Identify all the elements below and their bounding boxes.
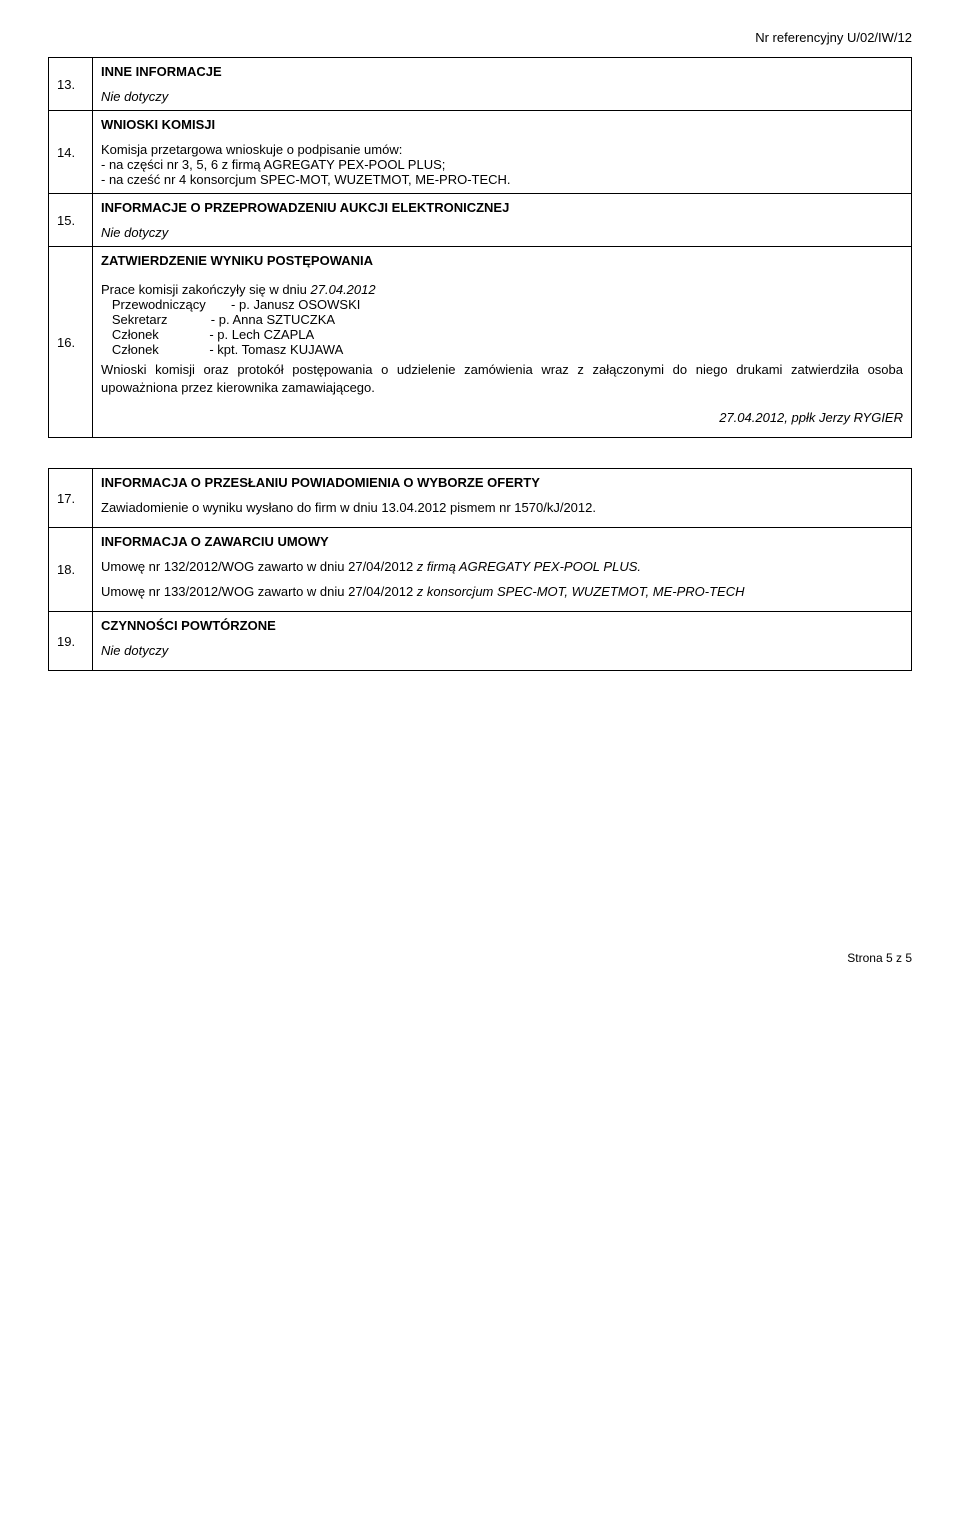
table-row: 16. ZATWIERDZENIE WYNIKU POSTĘPOWANIA Pr… — [49, 247, 912, 438]
committee-member: Przewodniczący - p. Janusz OSOWSKI — [101, 297, 903, 312]
row-content: INFORMACJA O PRZESŁANIU POWIADOMIENIA O … — [93, 469, 912, 528]
table-row: 14. WNIOSKI KOMISJI Komisja przetargowa … — [49, 111, 912, 194]
section-heading: ZATWIERDZENIE WYNIKU POSTĘPOWANIA — [101, 253, 903, 268]
row-content: INNE INFORMACJE Nie dotyczy — [93, 58, 912, 111]
row-content: CZYNNOŚCI POWTÓRZONE Nie dotyczy — [93, 612, 912, 671]
row-number: 13. — [49, 58, 93, 111]
section-body: Zawiadomienie o wyniku wysłano do firm w… — [101, 500, 903, 515]
table-row: 18. INFORMACJA O ZAWARCIU UMOWY Umowę nr… — [49, 528, 912, 612]
row-number: 17. — [49, 469, 93, 528]
section-body: Nie dotyczy — [101, 89, 903, 104]
contract-line: Umowę nr 132/2012/WOG zawarto w dniu 27/… — [101, 559, 903, 574]
section-heading: CZYNNOŚCI POWTÓRZONE — [101, 618, 903, 633]
document-table-2: 17. INFORMACJA O PRZESŁANIU POWIADOMIENI… — [48, 468, 912, 671]
list-item: - na cześć nr 4 konsorcjum SPEC-MOT, WUZ… — [101, 172, 903, 187]
row-content: WNIOSKI KOMISJI Komisja przetargowa wnio… — [93, 111, 912, 194]
page-footer: Strona 5 z 5 — [48, 951, 912, 965]
row-content: INFORMACJE O PRZEPROWADZENIU AUKCJI ELEK… — [93, 194, 912, 247]
section-body: Nie dotyczy — [101, 643, 903, 658]
committee-member: Sekretarz - p. Anna SZTUCZKA — [101, 312, 903, 327]
row-number: 14. — [49, 111, 93, 194]
signature-line: 27.04.2012, ppłk Jerzy RYGIER — [101, 410, 903, 425]
row-content: INFORMACJA O ZAWARCIU UMOWY Umowę nr 132… — [93, 528, 912, 612]
table-row: 19. CZYNNOŚCI POWTÓRZONE Nie dotyczy — [49, 612, 912, 671]
reference-number: Nr referencyjny U/02/IW/12 — [48, 30, 912, 45]
section-heading: INFORMACJA O PRZESŁANIU POWIADOMIENIA O … — [101, 475, 903, 490]
row-number: 15. — [49, 194, 93, 247]
row-content: ZATWIERDZENIE WYNIKU POSTĘPOWANIA Prace … — [93, 247, 912, 438]
section-heading: INFORMACJE O PRZEPROWADZENIU AUKCJI ELEK… — [101, 200, 903, 215]
row-number: 19. — [49, 612, 93, 671]
work-intro: Prace komisji zakończyły się w dniu 27.0… — [101, 282, 903, 297]
committee-member: Członek - p. Lech CZAPLA — [101, 327, 903, 342]
table-row: 17. INFORMACJA O PRZESŁANIU POWIADOMIENI… — [49, 469, 912, 528]
section-heading: WNIOSKI KOMISJI — [101, 117, 903, 132]
section-body: Nie dotyczy — [101, 225, 903, 240]
contract-line: Umowę nr 133/2012/WOG zawarto w dniu 27/… — [101, 584, 903, 599]
section-heading: INFORMACJA O ZAWARCIU UMOWY — [101, 534, 903, 549]
list-item: - na części nr 3, 5, 6 z firmą AGREGATY … — [101, 157, 903, 172]
row-number: 18. — [49, 528, 93, 612]
row-number: 16. — [49, 247, 93, 438]
section-heading: INNE INFORMACJE — [101, 64, 903, 79]
intro-line: Komisja przetargowa wnioskuje o podpisan… — [101, 142, 903, 157]
document-table: 13. INNE INFORMACJE Nie dotyczy 14. WNIO… — [48, 57, 912, 438]
paragraph: Wnioski komisji oraz protokół postępowan… — [101, 361, 903, 396]
committee-member: Członek - kpt. Tomasz KUJAWA — [101, 342, 903, 357]
table-row: 15. INFORMACJE O PRZEPROWADZENIU AUKCJI … — [49, 194, 912, 247]
table-row: 13. INNE INFORMACJE Nie dotyczy — [49, 58, 912, 111]
